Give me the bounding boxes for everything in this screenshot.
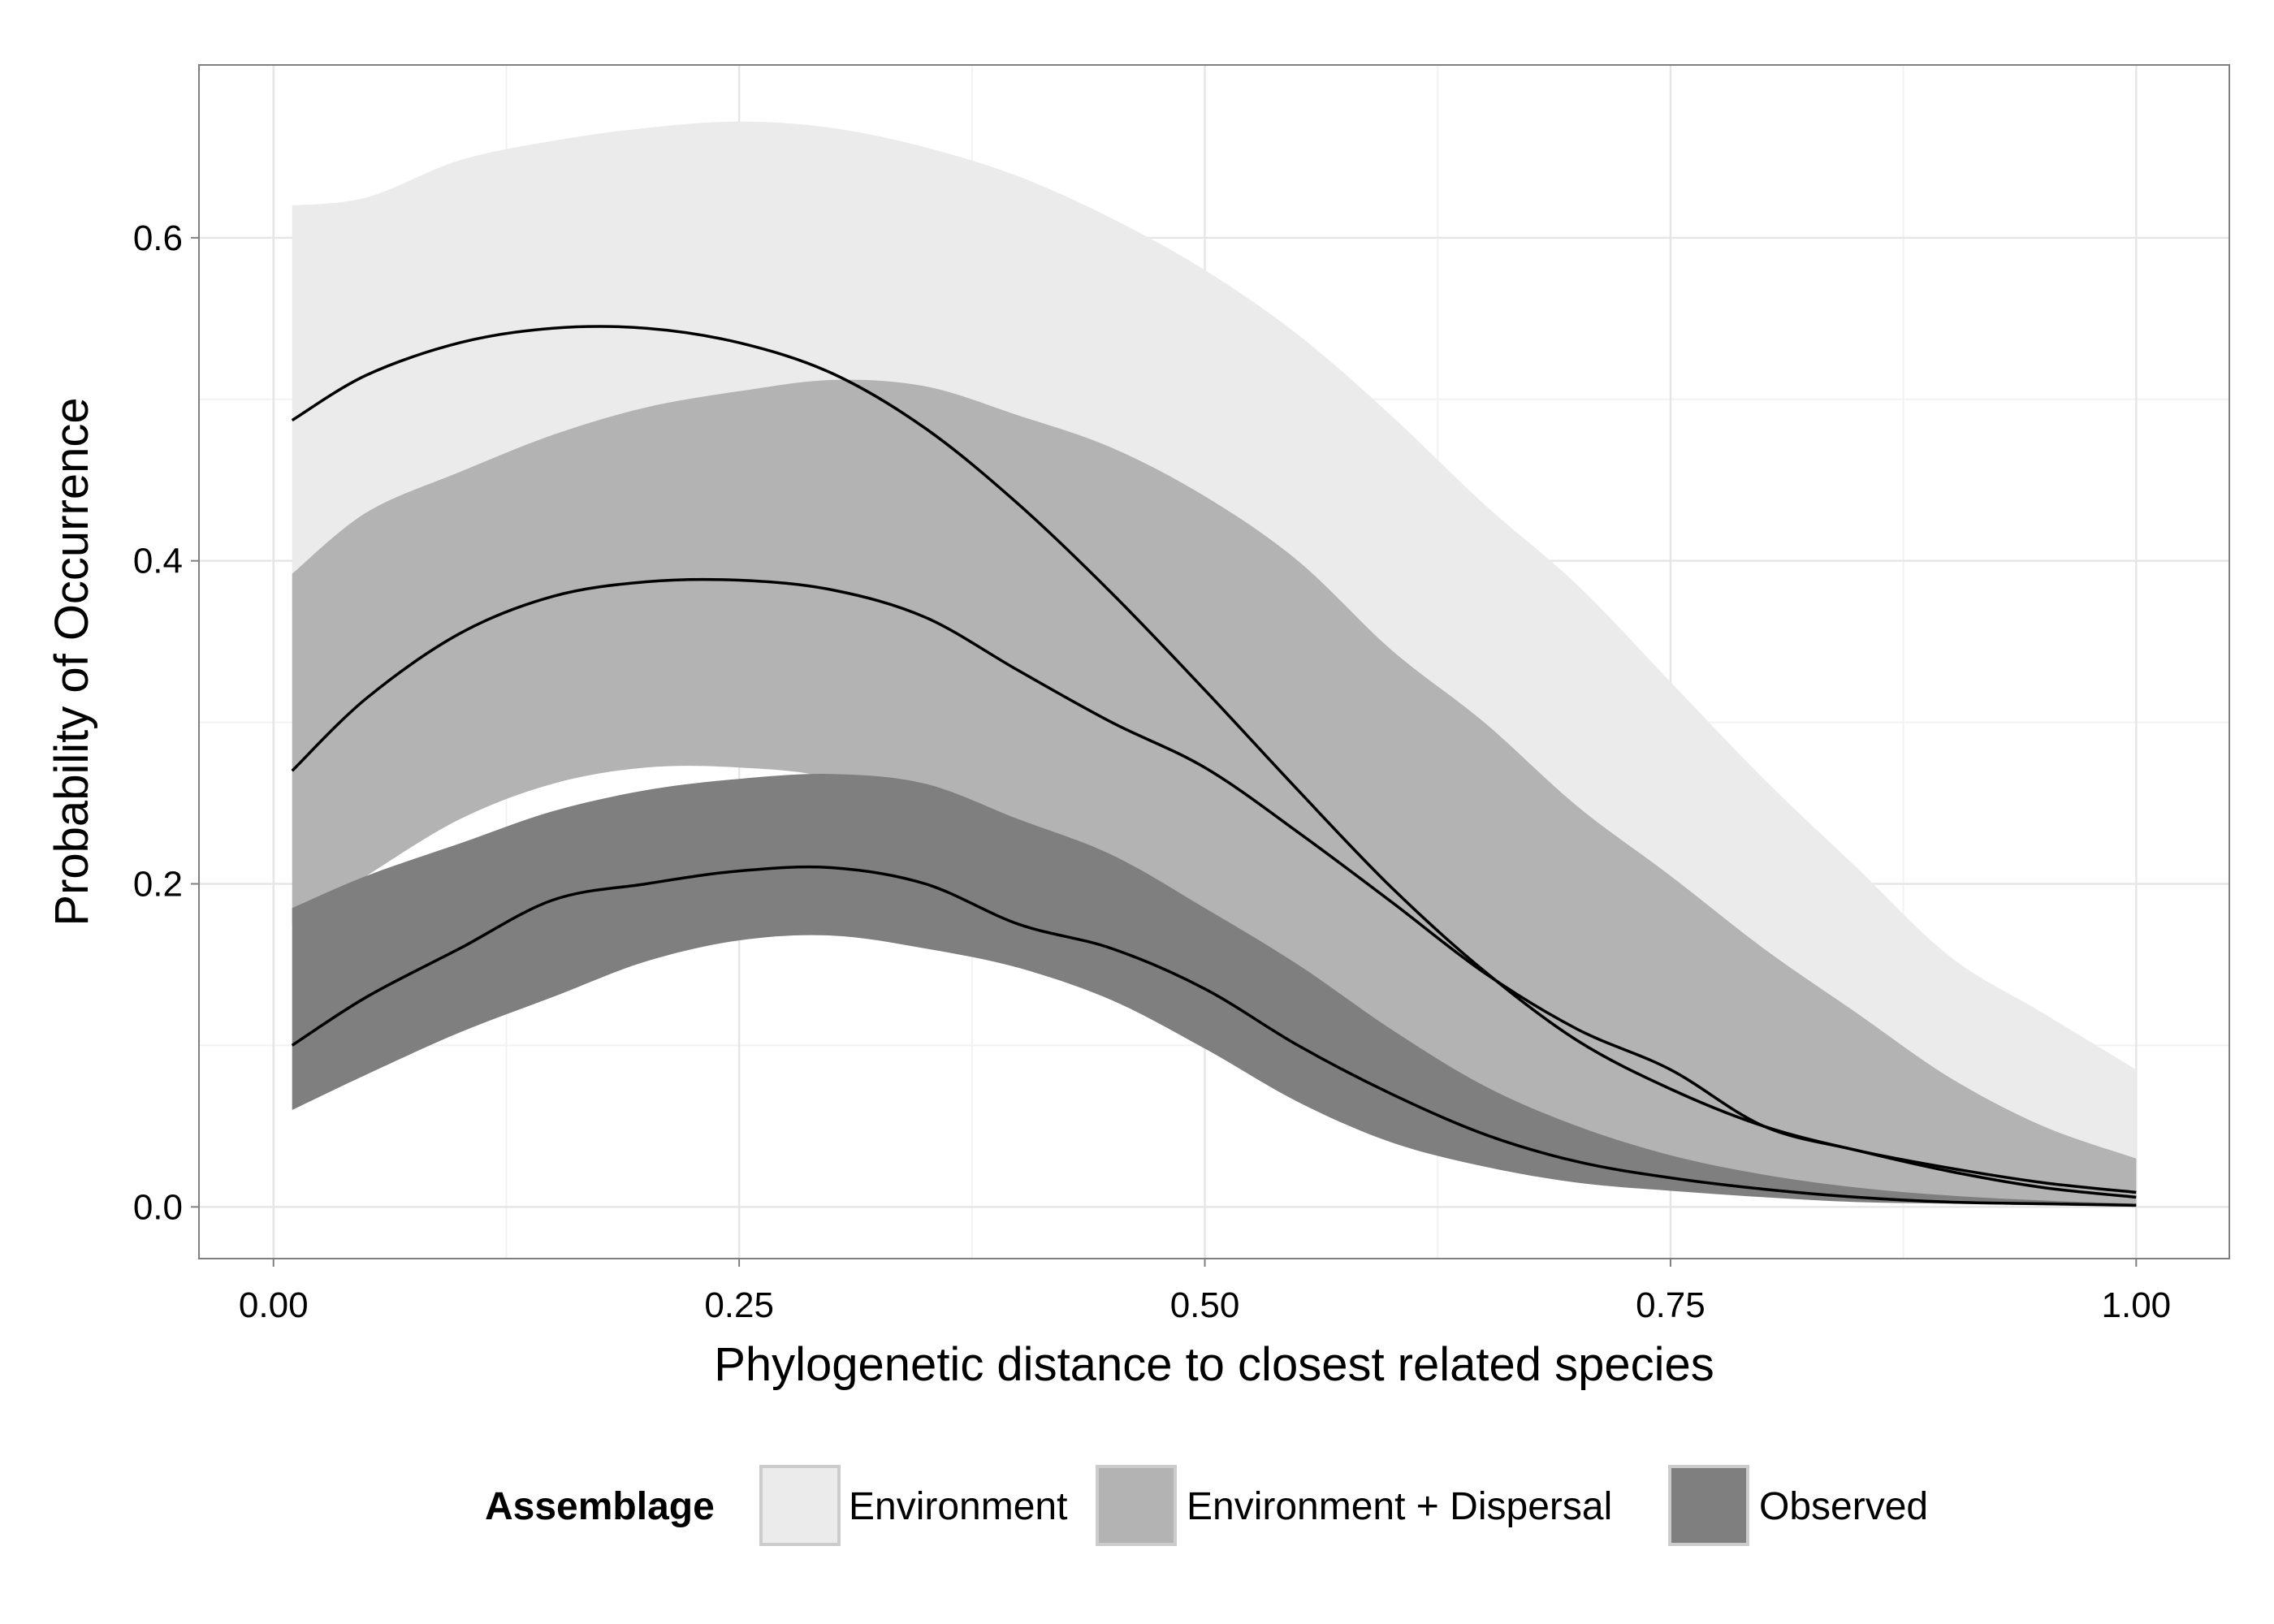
legend-label-environment: Environment	[849, 1485, 1067, 1528]
x-tick-label: 0.50	[1170, 1285, 1240, 1325]
x-tick-label: 0.75	[1636, 1285, 1706, 1325]
x-tick-label: 0.00	[239, 1285, 309, 1325]
x-tick-label: 0.25	[704, 1285, 774, 1325]
ribbon-observed	[292, 774, 2137, 1207]
plot-border	[198, 64, 2230, 1259]
legend: Assemblage Environment Environment + Dis…	[485, 1465, 1928, 1546]
legend-key-environment	[759, 1465, 841, 1546]
legend-key-observed	[1668, 1465, 1749, 1546]
y-axis-title: Probability of Occurrence	[45, 397, 98, 926]
mean-lines	[291, 325, 2137, 1207]
y-tick-label: 0.0	[133, 1187, 183, 1227]
y-tick-label: 0.6	[133, 218, 183, 258]
mean-line-environment-dispersal	[291, 577, 2137, 1199]
legend-title: Assemblage	[485, 1485, 715, 1528]
ribbons	[292, 121, 2137, 1207]
x-axis-title: Phylogenetic distance to closest related…	[714, 1338, 1714, 1391]
mean-line-observed	[291, 865, 2137, 1207]
axis-ticks: 0.00 0.25 0.50 0.75 1.00 0.0 0.2 0.4 0.6	[133, 218, 2171, 1325]
legend-label-environment-dispersal: Environment + Dispersal	[1187, 1485, 1612, 1528]
x-tick-label: 1.00	[2102, 1285, 2172, 1325]
legend-label-observed: Observed	[1759, 1485, 1928, 1528]
legend-key-environment-dispersal	[1096, 1465, 1177, 1546]
ribbon-environment-dispersal	[292, 379, 2137, 1206]
y-tick-label: 0.2	[133, 865, 183, 905]
y-tick-label: 0.4	[133, 542, 183, 581]
